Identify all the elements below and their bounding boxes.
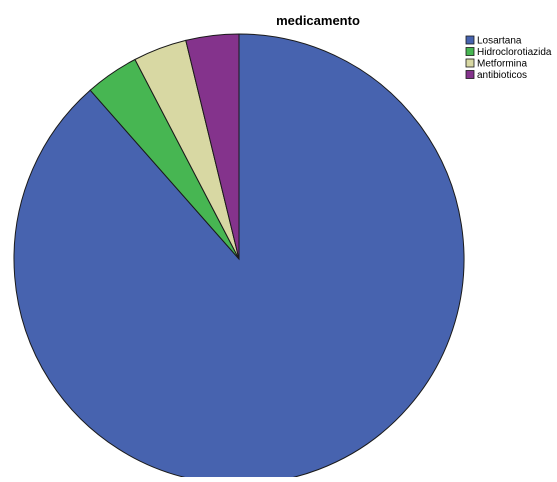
legend-label-hidroclorotiazida: Hidroclorotiazida xyxy=(477,47,552,58)
legend-label-metformina: Metformina xyxy=(477,59,527,70)
pie-slice-antibioticos xyxy=(185,33,240,260)
legend-label-losartana: Losartana xyxy=(477,36,522,47)
legend-label-antibioticos: antibioticos xyxy=(477,70,527,81)
pie-slice-losartana xyxy=(13,33,465,482)
pie-slices xyxy=(13,33,465,482)
legend-swatch-losartana xyxy=(465,35,475,45)
legend-swatch-hidroclorotiazida xyxy=(465,47,475,56)
legend-swatch-antibioticos xyxy=(465,70,475,79)
chart-title: medicamento xyxy=(276,13,360,28)
legend-swatch-metformina xyxy=(465,58,475,68)
legend: LosartanaHidroclorotiazidaMetforminaanti… xyxy=(465,35,552,81)
